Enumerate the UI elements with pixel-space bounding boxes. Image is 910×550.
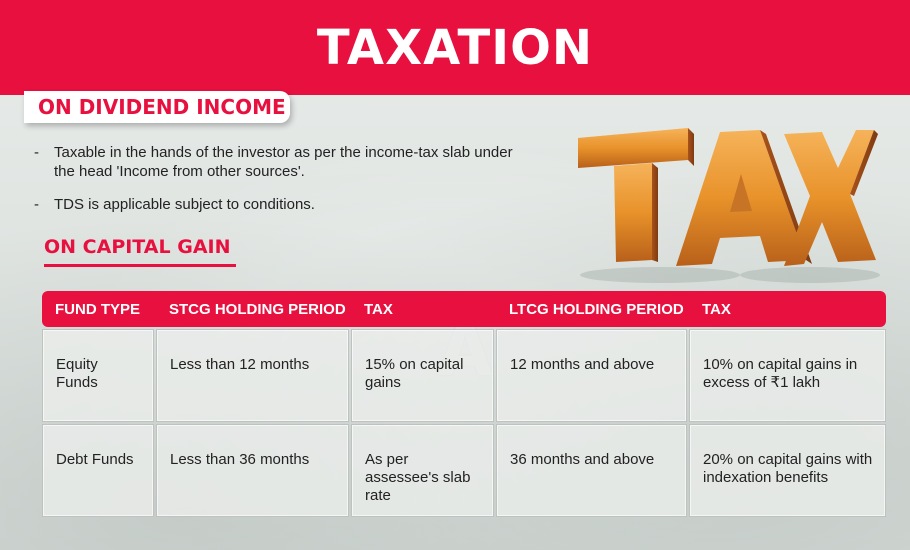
letter-t-icon	[578, 128, 694, 262]
cell-ltcg-holding-period: 36 months and above	[496, 424, 687, 517]
table-header: FUND TYPE STCG HOLDING PERIOD TAX LTCG H…	[42, 291, 886, 327]
cell-ltcg-tax: 10% on capital gains in excess of ₹1 lak…	[689, 329, 886, 422]
dividend-heading: ON DIVIDEND INCOME	[38, 95, 286, 119]
bullet-marker: -	[34, 196, 39, 213]
bullet-text: Taxable in the hands of the investor as …	[54, 144, 513, 180]
column-header-stcg-tax: TAX	[364, 300, 393, 318]
cell-ltcg-holding-period: 12 months and above	[496, 329, 687, 422]
capital-gain-underline	[44, 264, 236, 267]
cell-fund-type: Equity Funds	[42, 329, 154, 422]
column-header-ltcg-holding-period: LTCG HOLDING PERIOD	[509, 300, 684, 318]
cell-stcg-holding-period: Less than 12 months	[156, 329, 349, 422]
cell-stcg-tax: As per assessee's slab rate	[351, 424, 494, 517]
table-row: Debt Funds Less than 36 months As per as…	[42, 424, 886, 517]
tax-3d-letters-illustration	[578, 128, 880, 283]
table-row: Equity Funds Less than 12 months 15% on …	[42, 329, 886, 422]
cell-ltcg-tax: 20% on capital gains with indexation ben…	[689, 424, 886, 517]
letter-x-icon	[784, 130, 878, 266]
dividend-bullet-list: - Taxable in the hands of the investor a…	[34, 143, 534, 228]
cell-fund-type: Debt Funds	[42, 424, 154, 517]
page-title: TAXATION	[316, 19, 594, 76]
title-banner: TAXATION	[0, 0, 910, 95]
column-header-stcg-holding-period: STCG HOLDING PERIOD	[169, 300, 346, 318]
dividend-heading-pill: ON DIVIDEND INCOME	[24, 91, 290, 123]
cell-stcg-holding-period: Less than 36 months	[156, 424, 349, 517]
list-item: - Taxable in the hands of the investor a…	[34, 143, 534, 181]
capital-gain-table: FUND TYPE STCG HOLDING PERIOD TAX LTCG H…	[42, 291, 886, 517]
bullet-marker: -	[34, 144, 39, 161]
capital-gain-heading: ON CAPITAL GAIN	[44, 236, 231, 258]
cell-stcg-tax: 15% on capital gains	[351, 329, 494, 422]
bullet-text: TDS is applicable subject to conditions.	[54, 196, 315, 213]
column-header-fund-type: FUND TYPE	[55, 300, 141, 318]
list-item: - TDS is applicable subject to condition…	[34, 195, 534, 214]
column-header-ltcg-tax: TAX	[702, 300, 731, 318]
